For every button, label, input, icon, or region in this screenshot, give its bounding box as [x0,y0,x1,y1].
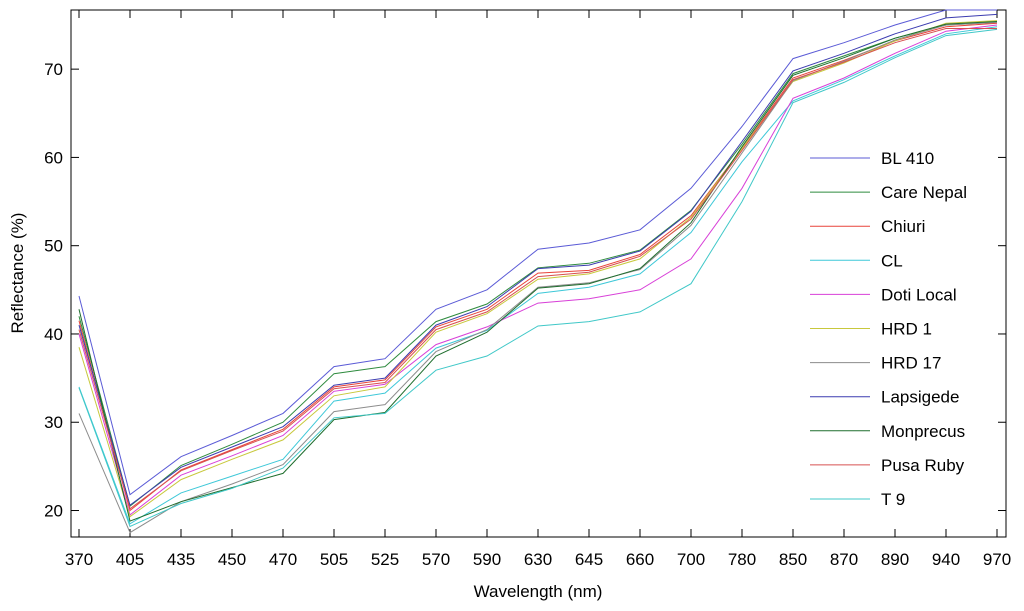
y-tick-label: 70 [44,60,63,79]
legend-label: Lapsigede [881,388,959,407]
x-tick-label: 590 [473,550,501,569]
x-tick-label: 970 [983,550,1011,569]
legend-label: T 9 [881,490,905,509]
legend-label: Doti Local [881,285,957,304]
y-tick-label: 40 [44,325,63,344]
series-line [78,13,998,507]
x-tick-label: 405 [116,550,144,569]
x-tick-label: 645 [575,550,603,569]
series-line [78,21,998,522]
x-tick-label: 505 [320,550,348,569]
x-tick-label: 450 [218,550,246,569]
legend-label: Monprecus [881,422,965,441]
x-tick-label: 700 [677,550,705,569]
legend-label: Pusa Ruby [881,456,965,475]
series-line [78,9,997,496]
series-line [78,28,997,510]
y-tick-label: 30 [44,413,63,432]
x-tick-label: 660 [626,550,654,569]
x-axis-label: Wavelength (nm) [474,582,603,601]
series-line [78,24,998,516]
y-tick-label: 60 [44,148,63,167]
x-tick-label: 630 [524,550,552,569]
legend-label: Care Nepal [881,183,967,202]
series-lines [78,9,998,534]
x-tick-label: 850 [779,550,807,569]
y-tick-label: 50 [44,237,63,256]
legend: BL 410 Care Nepal Chiuri CL Doti Local HRD 1 H… [800,140,990,518]
series-line [78,28,998,528]
legend-label: BL 410 [881,149,934,168]
x-tick-label: 940 [932,550,960,569]
legend-label: Chiuri [881,217,925,236]
series-line [78,20,998,518]
series-line [78,21,998,507]
x-tick-label: 780 [728,550,756,569]
series-line [78,26,998,525]
legend-label: HRD 1 [881,320,932,339]
x-tick-label: 470 [269,550,297,569]
y-tick-labels: 20 30 40 50 60 70 [44,60,63,520]
x-tick-label: 570 [422,550,450,569]
y-tick-label: 20 [44,502,63,521]
legend-label: HRD 17 [881,354,941,373]
series-line [78,21,998,534]
x-tick-label: 870 [830,550,858,569]
legend-label: CL [881,251,903,270]
x-tick-label: 890 [881,550,909,569]
x-tick-label: 370 [65,550,93,569]
x-tick-label: 435 [167,550,195,569]
x-tick-label: 525 [371,550,399,569]
axis-ticks [71,10,1006,537]
x-tick-labels: 370 405 435 450 470 505 525 570 590 630 645 660 700 7… [65,550,1011,569]
series-line [78,22,998,512]
y-axis-label: Reflectance (%) [8,213,27,334]
